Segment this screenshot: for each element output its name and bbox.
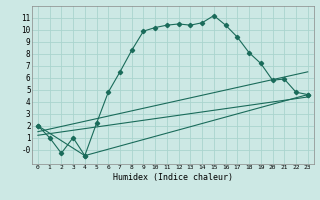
X-axis label: Humidex (Indice chaleur): Humidex (Indice chaleur) [113, 173, 233, 182]
